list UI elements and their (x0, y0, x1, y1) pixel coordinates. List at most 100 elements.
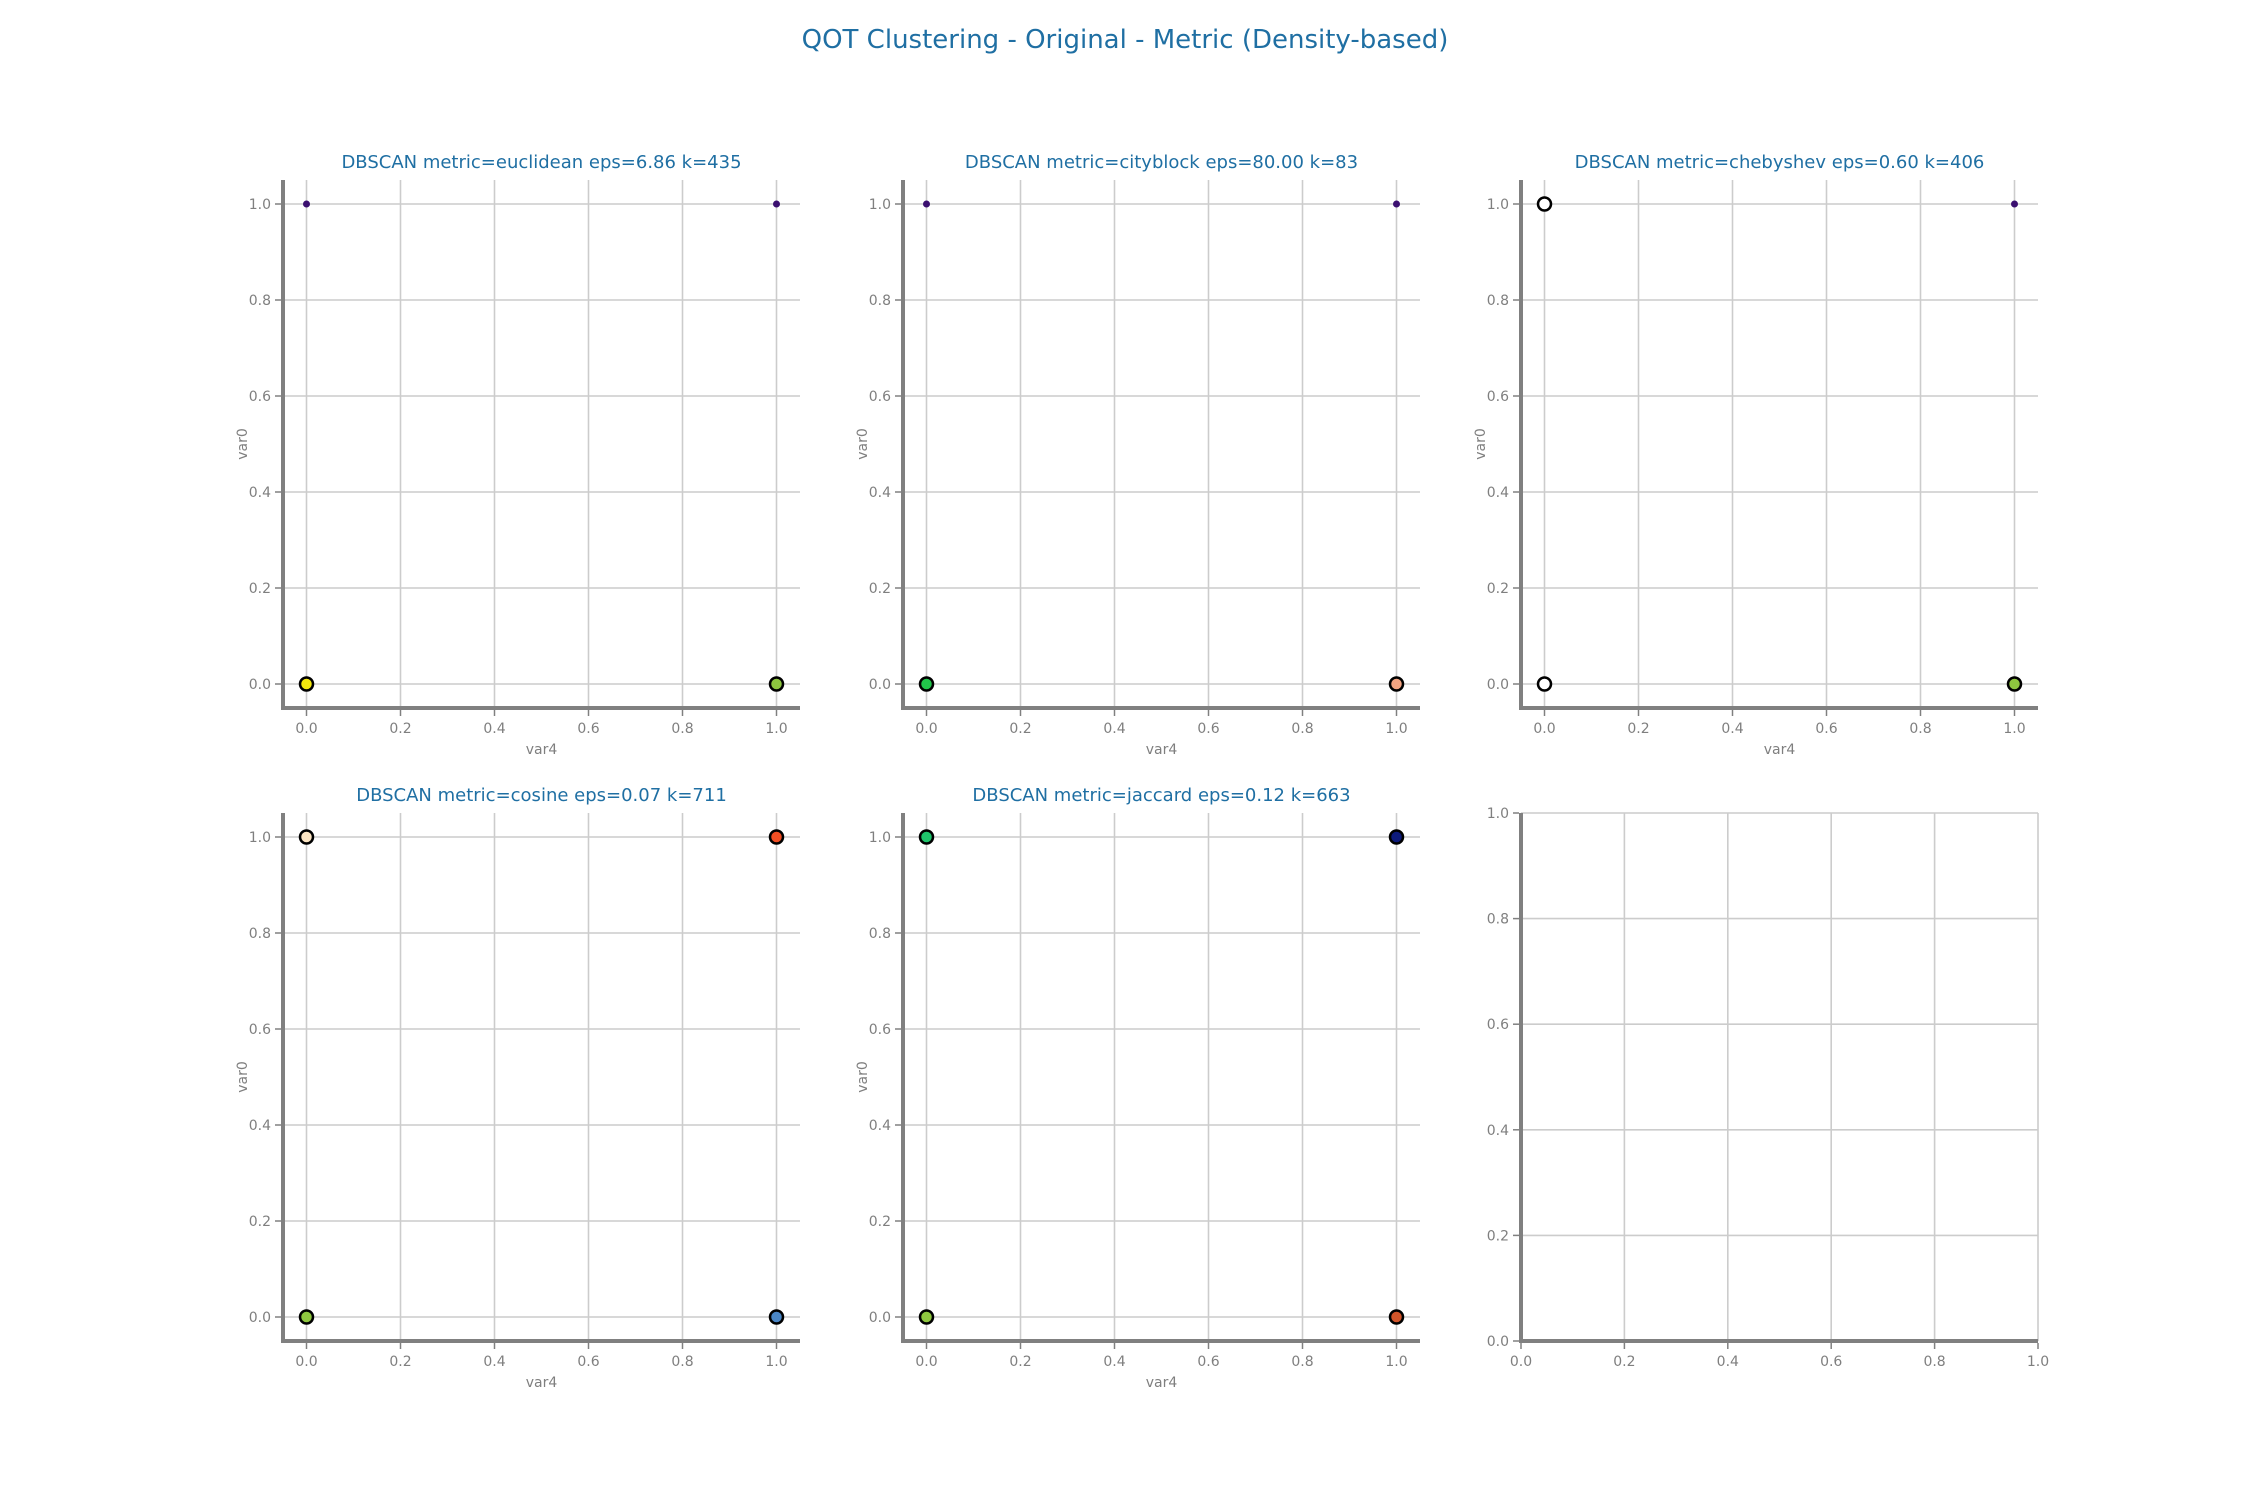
y-tick-label: 1.0 (1487, 806, 1509, 822)
subplot-2: 0.0 0.2 0.4 0.6 0.8 1.0 0.0 0.2 0.4 0.6 0.8 1.0 DBSC… (855, 152, 1420, 758)
subplot-3: 0.0 0.2 0.4 0.6 0.8 1.0 0.0 0.2 0.4 0.6 0.8 1.0 DBSC… (1473, 152, 2038, 758)
x-tick-label: 0.8 (1291, 1354, 1313, 1370)
x-tick-label: 1.0 (765, 721, 787, 737)
y-axis-label: var0 (855, 428, 871, 460)
y-tick-label: 0.0 (249, 677, 271, 693)
data-point (768, 1309, 785, 1325)
subplot-title: DBSCAN metric=cityblock eps=80.00 k=83 (965, 152, 1358, 173)
y-tick-label: 0.8 (249, 926, 271, 942)
data-point (918, 1309, 935, 1325)
subplot-5: 0.0 0.2 0.4 0.6 0.8 1.0 0.0 0.2 0.4 0.6 0.8 1.0 DBSC… (855, 785, 1420, 1391)
x-tick-label: 0.4 (483, 1354, 505, 1370)
x-tick-label: 0.4 (1721, 721, 1743, 737)
x-axis-label: var4 (1146, 1375, 1178, 1391)
y-tick-label: 0.6 (1487, 1017, 1509, 1033)
x-tick-label: 0.4 (1103, 1354, 1125, 1370)
y-tick-label: 0.2 (1487, 1228, 1509, 1244)
subplot-6: 0.0 0.2 0.4 0.6 0.8 1.0 0.0 0.2 0.4 0.6 0.8 1.0 (1487, 806, 2049, 1370)
y-tick-label: 0.6 (249, 389, 271, 405)
data-point (923, 200, 930, 208)
y-tick-label: 0.4 (1487, 1123, 1509, 1139)
x-axis-label: var4 (526, 742, 558, 758)
y-tick-label: 1.0 (249, 830, 271, 846)
y-tick-label: 0.8 (1487, 293, 1509, 309)
y-tick-label: 0.8 (1487, 912, 1509, 928)
y-tick-label: 0.2 (869, 1214, 891, 1230)
figure-title: QOT Clustering - Original - Metric (Dens… (802, 25, 1449, 55)
y-tick-label: 1.0 (249, 197, 271, 213)
x-tick-label: 0.0 (1533, 721, 1555, 737)
y-axis-label: var0 (1473, 428, 1489, 460)
x-tick-label: 1.0 (2003, 721, 2025, 737)
subplot-1: 0.0 0.2 0.4 0.6 0.8 1.0 0.0 0.2 0.4 0.6 0.8 1.0 DBSC… (235, 152, 800, 758)
y-tick-label: 0.6 (249, 1022, 271, 1038)
x-tick-label: 0.6 (1815, 721, 1837, 737)
x-tick-label: 0.0 (295, 1354, 317, 1370)
x-tick-label: 0.2 (1009, 721, 1031, 737)
x-tick-label: 0.4 (1717, 1354, 1739, 1370)
y-tick-label: 0.0 (249, 1310, 271, 1326)
x-tick-label: 0.8 (1291, 721, 1313, 737)
y-tick-label: 0.8 (869, 926, 891, 942)
x-tick-label: 0.0 (1510, 1354, 1532, 1370)
y-tick-label: 0.2 (1487, 581, 1509, 597)
x-tick-label: 0.8 (671, 1354, 693, 1370)
y-tick-label: 0.0 (1487, 677, 1509, 693)
data-point (918, 829, 935, 845)
x-tick-label: 0.4 (1103, 721, 1125, 737)
data-point (2006, 676, 2023, 692)
subplot-title: DBSCAN metric=cosine eps=0.07 k=711 (356, 785, 727, 806)
y-tick-label: 0.2 (249, 1214, 271, 1230)
y-tick-label: 0.4 (249, 1118, 271, 1134)
x-tick-label: 0.2 (1009, 1354, 1031, 1370)
subplot-title: DBSCAN metric=jaccard eps=0.12 k=663 (972, 785, 1350, 806)
x-tick-label: 0.2 (1627, 721, 1649, 737)
subplot-4: 0.0 0.2 0.4 0.6 0.8 1.0 0.0 0.2 0.4 0.6 0.8 1.0 DBSC… (235, 785, 800, 1391)
data-point (298, 829, 315, 845)
x-tick-label: 1.0 (765, 1354, 787, 1370)
x-axis-label: var4 (526, 1375, 558, 1391)
y-tick-label: 0.0 (869, 677, 891, 693)
y-tick-label: 0.2 (249, 581, 271, 597)
data-point (303, 200, 310, 208)
x-tick-label: 1.0 (1385, 1354, 1407, 1370)
y-tick-label: 0.4 (1487, 485, 1509, 501)
x-axis-label: var4 (1146, 742, 1178, 758)
subplot-title: DBSCAN metric=euclidean eps=6.86 k=435 (341, 152, 741, 173)
y-axis-label: var0 (235, 1061, 251, 1093)
x-tick-label: 0.0 (295, 721, 317, 737)
y-tick-label: 0.4 (869, 485, 891, 501)
y-tick-label: 1.0 (1487, 197, 1509, 213)
x-tick-label: 0.8 (671, 721, 693, 737)
x-tick-label: 0.6 (1197, 1354, 1219, 1370)
data-point (2011, 200, 2018, 208)
x-tick-label: 0.8 (1923, 1354, 1945, 1370)
y-tick-label: 0.2 (869, 581, 891, 597)
x-tick-label: 1.0 (2027, 1354, 2049, 1370)
x-tick-label: 0.6 (577, 721, 599, 737)
x-tick-label: 0.0 (915, 1354, 937, 1370)
data-point (768, 676, 785, 692)
y-tick-label: 0.8 (249, 293, 271, 309)
y-tick-label: 0.6 (1487, 389, 1509, 405)
data-point (1388, 1309, 1405, 1325)
x-tick-label: 0.6 (577, 1354, 599, 1370)
x-tick-label: 0.2 (389, 721, 411, 737)
x-tick-label: 0.6 (1820, 1354, 1842, 1370)
y-tick-label: 0.0 (1487, 1334, 1509, 1350)
y-tick-label: 0.6 (869, 389, 891, 405)
data-point (768, 829, 785, 845)
data-point (298, 1309, 315, 1325)
y-tick-label: 0.0 (869, 1310, 891, 1326)
data-point (918, 676, 935, 692)
data-point (1536, 676, 1553, 692)
x-tick-label: 0.4 (483, 721, 505, 737)
data-point (773, 200, 780, 208)
y-tick-label: 1.0 (869, 830, 891, 846)
y-tick-label: 0.8 (869, 293, 891, 309)
y-tick-label: 0.6 (869, 1022, 891, 1038)
y-tick-label: 0.4 (249, 485, 271, 501)
y-axis-label: var0 (235, 428, 251, 460)
x-axis-label: var4 (1764, 742, 1796, 758)
